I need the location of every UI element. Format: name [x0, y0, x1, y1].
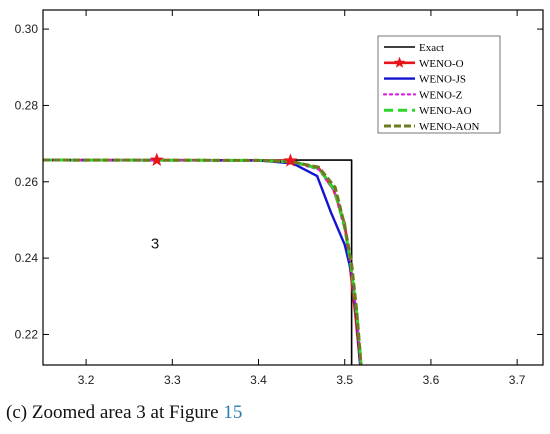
caption-label: (c) — [6, 402, 28, 423]
legend-box — [377, 35, 501, 134]
legend: Exact WENO-O WENO-JS WENO-Z WENO-AO WENO-AON — [377, 35, 501, 134]
legend-marker-weno-o — [393, 56, 406, 68]
chart: 3.2 3.3 3.4 3.5 3.6 3.7 0.220.240.260.280.30 … — [15, 9, 544, 387]
series-line-weno-aon — [43, 158, 363, 365]
x-tick-label: 3.7 — [509, 373, 526, 387]
x-tick-label: 3.5 — [336, 373, 353, 387]
legend-label-weno-aon: WENO-AON — [419, 121, 480, 133]
caption-figure-link[interactable]: 15 — [223, 402, 243, 423]
legend-label-weno-z: WENO-Z — [419, 89, 463, 101]
figure-caption: (c) Zoomed area 3 at Figure 15 — [6, 402, 242, 424]
x-axis: 3.2 3.3 3.4 3.5 3.6 3.7 — [78, 10, 526, 387]
legend-label-exact: Exact — [419, 42, 444, 54]
x-tick-label: 3.4 — [250, 373, 267, 387]
x-tick-label: 3.6 — [423, 373, 440, 387]
legend-label-weno-js: WENO-JS — [419, 74, 466, 86]
series-marker-weno-o — [149, 152, 164, 166]
y-tick-label: 0.26 — [15, 175, 39, 189]
y-tick-label: 0.24 — [15, 251, 39, 265]
series-marker-weno-o — [283, 153, 298, 167]
series-layer — [43, 158, 363, 365]
y-tick-label: 0.28 — [15, 98, 39, 112]
plot-frame — [42, 9, 544, 366]
y-tick-label: 0.22 — [15, 327, 39, 341]
y-axis: 0.22 0.24 0.26 0.28 0.30 — [15, 22, 543, 341]
x-tick-label: 3.3 — [164, 373, 181, 387]
legend-label-weno-ao: WENO-AO — [419, 105, 472, 117]
marker-layer — [149, 152, 298, 167]
x-tick-label: 3.2 — [78, 373, 95, 387]
y-tick-label: 0.30 — [15, 22, 39, 36]
annotation-label: 3 — [151, 236, 159, 253]
caption-text: Zoomed area 3 at Figure — [31, 402, 219, 423]
legend-label-weno-o: WENO-O — [419, 58, 464, 70]
